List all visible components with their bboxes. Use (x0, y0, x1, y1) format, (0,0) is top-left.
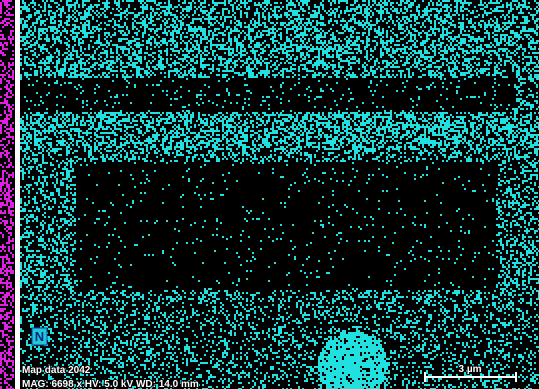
scale-bar-label: 3 µm (459, 364, 482, 375)
element-label: N (35, 329, 44, 344)
map-data-label: Map data 2042 (22, 365, 91, 376)
divider (15, 0, 20, 389)
element-map-view: N Map data 2042 MAG: 6698 x HV: 5.0 kV W… (0, 0, 539, 389)
info-label: MAG: 6698 x HV: 5.0 kV WD: 14.0 mm (22, 379, 199, 389)
